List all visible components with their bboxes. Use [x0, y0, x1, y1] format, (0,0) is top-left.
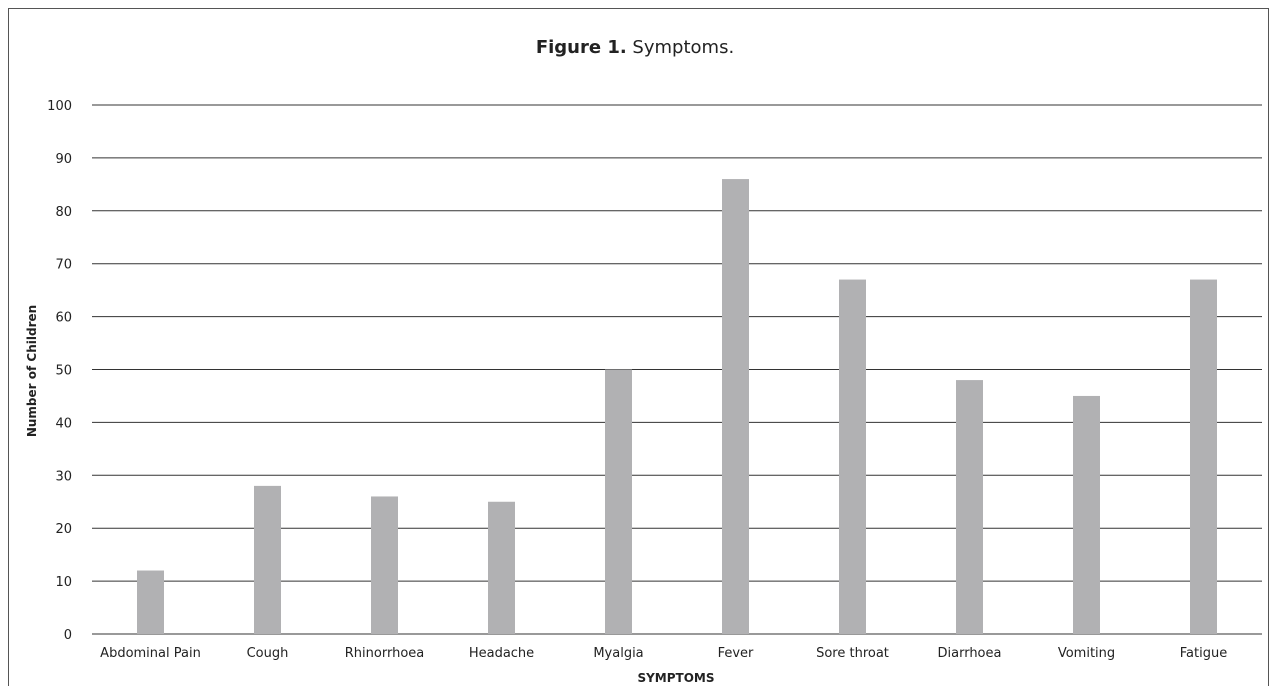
y-tick-label: 20 [55, 522, 72, 537]
x-tick-label: Diarrhoea [938, 646, 1002, 661]
y-tick-label: 60 [55, 311, 72, 326]
x-tick-label: Vomiting [1058, 646, 1115, 661]
bar-cough [254, 485, 281, 634]
x-tick-label: Headache [469, 646, 534, 661]
chart-frame [8, 8, 1269, 686]
x-tick-label: Abdominal Pain [100, 646, 201, 661]
y-axis-label: Number of Children [25, 305, 39, 437]
bar-rhinorrhoea [371, 496, 398, 634]
bar-vomiting [1073, 395, 1100, 634]
bar-diarrhoea [956, 380, 983, 634]
bar-fever [722, 179, 749, 634]
x-tick-label: Sore throat [816, 646, 889, 661]
bar-myalgia [605, 369, 632, 634]
grid-lines [92, 104, 1262, 635]
y-tick-label: 50 [55, 364, 72, 379]
y-tick-label: 0 [64, 628, 72, 643]
y-tick-label: 100 [47, 99, 72, 114]
y-tick-label: 70 [55, 258, 72, 273]
x-tick-label: Cough [247, 646, 289, 661]
x-tick-label: Fatigue [1180, 646, 1227, 661]
bar-abdominal-pain [137, 570, 164, 634]
bar-headache [488, 501, 515, 634]
chart-title-bold: Figure 1. [535, 37, 627, 58]
bar-fatigue [1190, 279, 1217, 634]
y-tick-label: 40 [55, 416, 72, 431]
y-tick-label: 90 [55, 152, 72, 167]
chart-title-rest: Symptoms. [626, 37, 735, 58]
x-tick-labels: Abdominal Pain Cough Rhinorrhoea Headache My… [100, 646, 1227, 661]
chart-title: Figure 1. Symptoms. [0, 37, 1270, 58]
y-tick-label: 10 [55, 575, 72, 590]
x-axis-label: SYMPTOMS [637, 671, 714, 685]
x-tick-label: Rhinorrhoea [345, 646, 424, 661]
y-tick-label: 30 [55, 469, 72, 484]
y-tick-label: 80 [55, 205, 72, 220]
y-tick-labels: 0 10 20 30 40 50 60 70 80 90 100 [47, 99, 72, 643]
x-tick-label: Fever [718, 646, 754, 661]
x-tick-label: Myalgia [593, 646, 643, 661]
bars [137, 179, 1217, 634]
bar-sore-throat [839, 279, 866, 634]
